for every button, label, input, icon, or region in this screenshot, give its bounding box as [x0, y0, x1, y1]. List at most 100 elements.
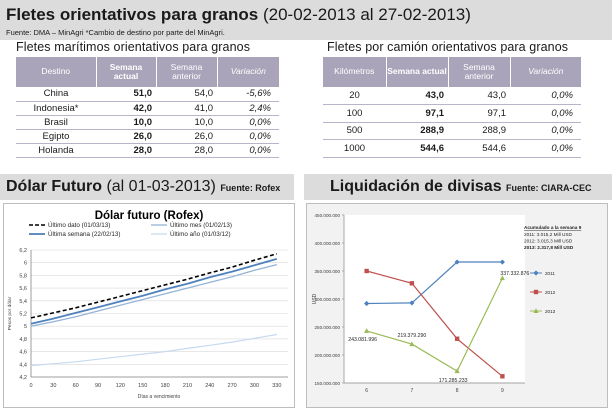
dolar-title-light: (al 01-03-2013) [106, 178, 216, 195]
page-title: Fletes orientativos para granos (20-02-2… [6, 5, 471, 25]
truck-table: Kilómetros Semana actual Semana anterior… [323, 57, 581, 158]
table-row: 1000 544,6 544,6 0,0% [323, 139, 581, 158]
series-line [30, 258, 278, 325]
y-tick-label: 4,8 [19, 337, 27, 343]
table-row: 20 43,0 43,0 0,0% [323, 87, 581, 105]
truck-col-anterior: Semana anterior [448, 57, 511, 87]
dolar-chart-panel [3, 203, 295, 408]
series-line [30, 333, 277, 367]
x-tick-label: 6 [365, 388, 368, 394]
maritime-col-anterior: Semana anterior [156, 57, 218, 87]
data-point [364, 328, 370, 333]
maritime-table: Destino Semana actual Semana anterior Va… [16, 57, 279, 159]
x-tick-label: 90 [95, 383, 101, 389]
y-tick-label: 200.000.000 [314, 353, 340, 358]
divisas-title: Liquidación de divisas [330, 178, 502, 195]
series-line [30, 263, 277, 327]
series-line [366, 270, 503, 377]
data-point [499, 259, 505, 265]
divisas-section-title: Liquidación de divisas Fuente: CIARA-CEC [330, 178, 592, 196]
actual-cell: 51,0 [96, 87, 156, 102]
legend-label: Último año (01/03/12) [170, 229, 231, 238]
series-line [366, 277, 503, 372]
dolar-title-bold: Dólar Futuro [6, 178, 102, 195]
dolar-futuro-chart: Dólar futuro (Rofex) 4,2 4,4 4,6 4,8 5 5,2 5,4 5… [7, 210, 288, 400]
y-tick-label: 4,2 [19, 375, 27, 381]
truck-col-km: Kilómetros [323, 57, 387, 87]
y-tick-label: 5 [24, 324, 27, 330]
table-row: Holanda 28,0 28,0 0,0% [16, 143, 279, 159]
x-tick-label: 30 [50, 383, 56, 389]
chart-title: Dólar futuro (Rofex) [95, 210, 204, 222]
variacion-cell: 0,0% [510, 122, 581, 140]
accum-line: 2011: 3.015,2 Mill USD [524, 232, 572, 237]
table-row: Brasil 10,0 10,0 0,0% [16, 115, 279, 131]
data-point [364, 268, 369, 274]
header-bar [0, 0, 612, 40]
page-title-range: (20-02-2013 al 27-02-2013) [262, 5, 471, 24]
x-tick-label: 7 [410, 388, 413, 394]
x-tick-label: 270 [228, 383, 237, 389]
accum-title: Acumulado a la semana 9 [524, 225, 582, 230]
destino-cell: Holanda [16, 143, 96, 159]
actual-cell: 26,0 [96, 129, 156, 145]
accum-line: 2013: 2.317,8 Mill USD [524, 245, 574, 250]
data-label: 171.285.233 [439, 378, 468, 384]
legend-label: Último dato (01/03/13) [48, 220, 110, 229]
data-point [409, 281, 415, 286]
data-label: 337.332.876 [500, 271, 529, 277]
data-label: 219.379.290 [397, 333, 426, 339]
maritime-col-variacion: Variación [217, 57, 279, 87]
actual-cell: 288,9 [386, 122, 448, 140]
variacion-cell: 0,0% [217, 129, 279, 145]
legend-label: 2011 [545, 271, 555, 276]
data-point [409, 341, 415, 347]
y-tick-label: 150.000.000 [314, 381, 340, 386]
y-tick-label: 6 [24, 261, 27, 267]
x-tick-label: 180 [160, 383, 169, 389]
y-axis-label: Pesos por dólar [7, 296, 13, 330]
destino-cell: Indonesia* [16, 101, 96, 116]
header-source: Fuente: DMA – MinAgri *Cambio de destino… [6, 28, 225, 37]
variacion-cell: 0,0% [217, 115, 279, 131]
km-cell: 20 [323, 87, 386, 105]
anterior-cell: 43,0 [448, 87, 510, 105]
data-point [499, 275, 505, 281]
variacion-cell: 2,4% [217, 101, 279, 116]
anterior-cell: 54,0 [156, 87, 217, 102]
anterior-cell: 41,0 [156, 101, 217, 116]
y-tick-label: 5,6 [19, 286, 27, 292]
data-label: 243.081.996 [348, 337, 377, 343]
y-tick-label: 4,4 [19, 362, 27, 368]
dolar-source: Fuente: Rofex [220, 183, 281, 193]
plot-area [344, 215, 525, 383]
variacion-cell: -5,6% [217, 87, 279, 102]
legend-label: 2013 [545, 309, 556, 314]
x-tick-label: 240 [205, 383, 214, 389]
destino-cell: China [16, 87, 96, 102]
y-tick-label: 5,8 [19, 273, 27, 279]
km-cell: 500 [323, 122, 386, 140]
variacion-cell: 0,0% [510, 104, 581, 123]
km-cell: 100 [323, 104, 386, 123]
y-tick-label: 300.000.000 [314, 297, 340, 302]
km-cell: 1000 [323, 139, 386, 158]
destino-cell: Brasil [16, 115, 96, 131]
accum-line: 2012: 3.015,3 Mill USD [524, 239, 573, 244]
x-tick-label: 9 [501, 388, 504, 394]
legend-marker [533, 270, 539, 276]
x-tick-label: 330 [272, 383, 281, 389]
actual-cell: 97,1 [386, 104, 448, 123]
series-line [30, 253, 278, 319]
variacion-cell: 0,0% [510, 139, 581, 158]
truck-title: Fletes por camión orientativos para gran… [327, 40, 569, 54]
data-point [454, 259, 460, 265]
y-tick-label: 6,2 [19, 248, 27, 254]
x-tick-label: 8 [456, 388, 459, 394]
anterior-cell: 28,0 [156, 143, 217, 159]
truck-col-variacion: Variación [510, 57, 581, 87]
destino-cell: Egipto [16, 129, 96, 145]
dolar-section-bar [0, 174, 294, 200]
table-row: Egipto 26,0 26,0 0,0% [16, 129, 279, 145]
anterior-cell: 288,9 [448, 122, 510, 140]
